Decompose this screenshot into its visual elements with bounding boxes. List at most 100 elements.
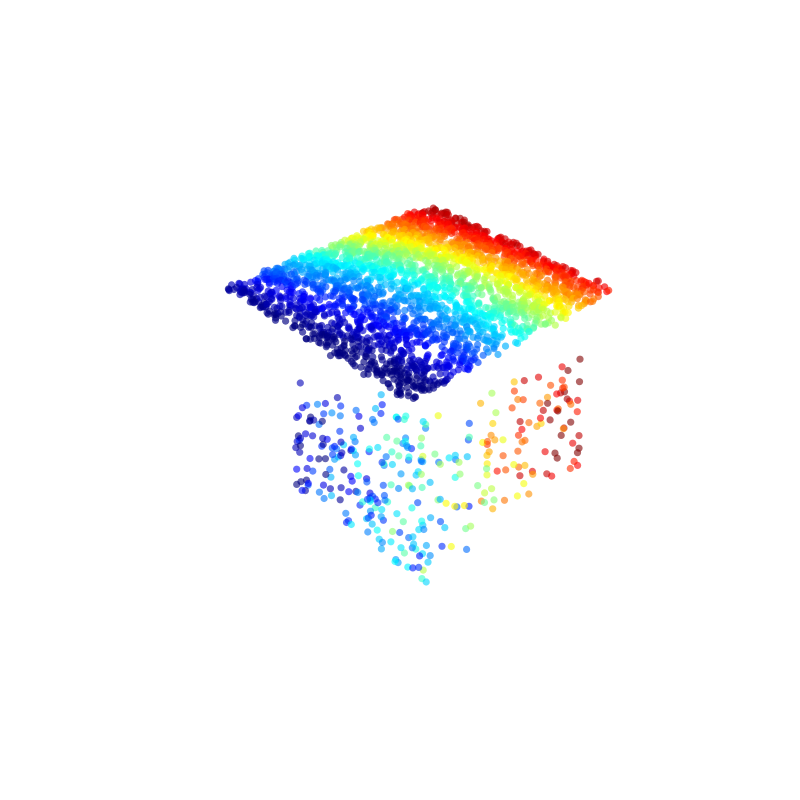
point [450,357,458,365]
point [474,358,482,367]
point [558,363,566,371]
point [466,328,474,336]
point [304,479,312,487]
point [426,478,434,486]
point [519,271,527,279]
point [483,465,491,473]
point [425,239,433,247]
point [554,407,562,415]
point [414,499,422,507]
point [516,472,524,480]
point [297,478,305,486]
point [263,309,271,317]
point [411,393,420,401]
point [525,269,533,278]
point [364,514,372,522]
point [514,395,522,404]
point [468,285,476,293]
point [532,256,540,264]
point [340,466,348,474]
point [306,295,314,303]
point [350,310,358,318]
point [460,502,468,510]
point [338,449,346,457]
point [401,306,409,314]
point [400,415,408,424]
point [420,525,428,534]
point [450,228,458,236]
point [336,496,344,504]
point [543,470,551,478]
point [317,288,325,296]
point [319,481,328,489]
point [455,458,463,466]
point [381,281,389,289]
point [605,286,613,294]
point [396,528,404,537]
point [466,342,474,351]
point [400,315,408,323]
point [485,448,493,456]
point [320,494,328,503]
point [394,308,402,316]
point [551,449,559,457]
point [354,472,362,480]
point [289,261,297,269]
point [408,504,416,512]
point [320,312,329,320]
point [385,323,393,331]
point [421,315,429,323]
point [400,350,408,358]
point [544,399,552,407]
point [528,310,536,318]
point [436,460,444,468]
point [378,401,386,409]
point [328,341,337,349]
point [464,365,472,373]
point [547,381,555,389]
point [296,434,305,442]
point [261,292,269,300]
point [315,455,323,463]
point [536,399,544,407]
point [382,312,390,320]
point [404,443,412,451]
point [510,378,518,386]
point [368,346,376,354]
point [301,280,309,288]
point [498,319,506,327]
point [534,373,543,381]
point [409,271,417,279]
point [383,433,391,441]
point [518,425,526,433]
point [515,288,524,296]
point [580,288,588,296]
point [400,296,408,304]
point [569,439,577,447]
point [467,522,475,530]
point [513,339,522,347]
point [518,438,526,446]
point [306,417,314,425]
point [326,465,334,473]
point [388,460,396,469]
point [427,514,435,522]
point [330,302,338,310]
point [574,396,582,404]
point [413,291,421,299]
point [428,251,436,260]
point [355,412,363,420]
point [577,302,586,310]
point [463,545,471,554]
point [400,549,408,557]
point [541,448,549,456]
point [575,378,584,386]
point [345,323,353,331]
point [300,298,308,306]
point [436,518,445,526]
point [419,418,427,426]
point [427,217,435,225]
point [341,276,349,284]
point [566,464,574,473]
point [393,437,401,445]
